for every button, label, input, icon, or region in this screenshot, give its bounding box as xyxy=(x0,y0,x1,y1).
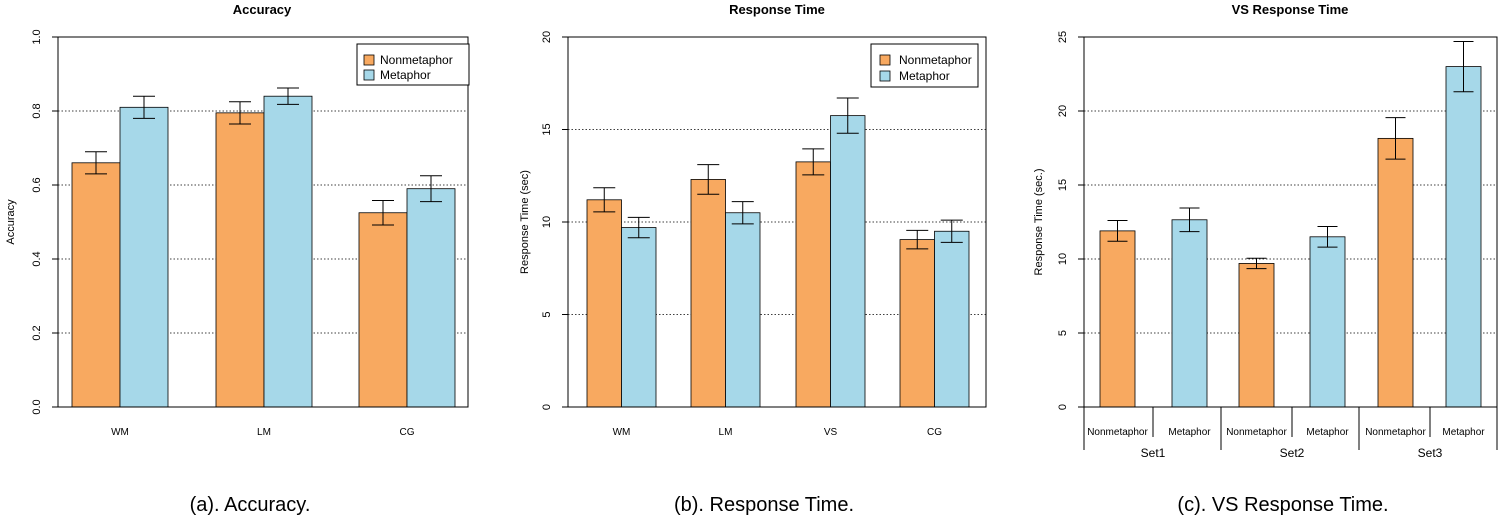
chart-c-ytick-label: 5 xyxy=(1057,330,1069,336)
chart-c-ytick-label: 0 xyxy=(1057,404,1069,410)
chart-b-legend: Nonmetaphor Metaphor xyxy=(870,43,979,88)
chart-b-y-axis: 0 5 10 15 20 xyxy=(541,31,568,410)
chart-c-xtick-set3-nonmetaphor: Nonmetaphor xyxy=(1365,427,1426,438)
chart-a-ytick-label: 0.2 xyxy=(31,325,43,340)
chart-c-ylabel: Response Time (sec.) xyxy=(1033,169,1045,276)
chart-a-legend-swatch-metaphor xyxy=(363,69,375,81)
chart-b-legend-swatch-metaphor xyxy=(879,70,891,82)
chart-a-bars xyxy=(71,87,456,408)
chart-b-xtick-wm: WM xyxy=(613,427,631,438)
chart-a-xtick-wm: WM xyxy=(111,427,129,438)
chart-a-legend-label-nonmetaphor: Nonmetaphor xyxy=(380,53,453,67)
chart-a-ytick-label: 1.0 xyxy=(31,29,43,44)
chart-a-bar-nonmetaphor-wm xyxy=(71,162,121,408)
chart-b-ylabel: Response Time (sec) xyxy=(519,170,531,274)
chart-a-ytick-label: 0.8 xyxy=(31,103,43,118)
chart-b-ytick-label: 5 xyxy=(541,311,553,317)
chart-a-ytick-label: 0.6 xyxy=(31,177,43,192)
chart-b-plot-frame xyxy=(567,36,987,408)
chart-b-caption: (b). Response Time. xyxy=(674,494,854,516)
chart-c-xtick-set1-nonmetaphor: Nonmetaphor xyxy=(1087,427,1148,438)
chart-c-bars xyxy=(1099,40,1482,408)
chart-b-bar-nonmetaphor-vs xyxy=(795,161,831,408)
chart-b-bars xyxy=(586,97,970,408)
chart-a-caption: (a). Accuracy. xyxy=(190,494,311,516)
chart-c-ytick-label: 15 xyxy=(1057,179,1069,191)
chart-b-ytick-label: 0 xyxy=(541,404,553,410)
chart-c-ytick-label: 10 xyxy=(1057,253,1069,265)
chart-b-bar-metaphor-vs xyxy=(830,115,866,408)
chart-accuracy: Accuracy Accuracy 0.0 0.2 0.4 0.6 0.8 1.0 WM L… xyxy=(5,2,470,516)
chart-c-xtick-set3-metaphor: Metaphor xyxy=(1442,427,1485,438)
chart-c-bar-set2-nonmetaphor xyxy=(1238,263,1275,408)
chart-a-y-axis: 0.0 0.2 0.4 0.6 0.8 1.0 xyxy=(31,29,58,415)
chart-b-bar-nonmetaphor-lm xyxy=(690,179,726,408)
chart-a-bar-metaphor-lm xyxy=(263,95,313,408)
chart-c-bar-set1-metaphor xyxy=(1171,219,1208,408)
chart-b-bar-metaphor-lm xyxy=(725,212,761,408)
chart-b-bar-metaphor-cg xyxy=(934,230,970,408)
chart-a-ytick-label: 0.0 xyxy=(31,399,43,414)
chart-c-group-label-set1: Set1 xyxy=(1141,446,1166,460)
chart-b-x-axis: WM LM VS CG xyxy=(613,427,943,438)
chart-c-bar-set3-metaphor xyxy=(1445,66,1482,408)
chart-a-legend-label-metaphor: Metaphor xyxy=(380,68,431,82)
chart-a-bar-metaphor-cg xyxy=(406,188,456,408)
chart-b-ytick-label: 15 xyxy=(541,123,553,135)
chart-a-legend-box xyxy=(356,43,470,86)
chart-c-xtick-set2-nonmetaphor: Nonmetaphor xyxy=(1226,427,1287,438)
chart-a-plot-frame xyxy=(57,36,469,408)
chart-b-xtick-vs: VS xyxy=(824,427,838,438)
chart-b-title: Response Time xyxy=(729,2,825,17)
chart-b-bar-nonmetaphor-wm xyxy=(586,199,622,408)
chart-a-xtick-lm: LM xyxy=(257,427,271,438)
chart-b-legend-label-metaphor: Metaphor xyxy=(899,69,950,83)
chart-a-ylabel: Accuracy xyxy=(5,199,17,245)
chart-c-group-label-set3: Set3 xyxy=(1418,446,1443,460)
chart-c-bar-set1-nonmetaphor xyxy=(1099,230,1136,408)
chart-a-legend: Nonmetaphor Metaphor xyxy=(356,43,470,86)
chart-c-bar-set3-nonmetaphor xyxy=(1377,137,1414,408)
chart-a-legend-swatch-nonmetaphor xyxy=(363,54,375,66)
chart-a-ytick-label: 0.4 xyxy=(31,251,43,266)
chart-c-group-label-set2: Set2 xyxy=(1280,446,1305,460)
chart-b-legend-label-nonmetaphor: Nonmetaphor xyxy=(899,53,972,67)
chart-b-xtick-cg: CG xyxy=(927,427,942,438)
chart-a-bar-nonmetaphor-lm xyxy=(215,112,265,408)
chart-c-xtick-set1-metaphor: Metaphor xyxy=(1168,427,1211,438)
chart-c-ytick-label: 20 xyxy=(1057,105,1069,117)
chart-a-bar-metaphor-wm xyxy=(119,106,169,408)
chart-b-ytick-label: 20 xyxy=(541,31,553,43)
chart-c-xtick-set2-metaphor: Metaphor xyxy=(1306,427,1349,438)
chart-c-ytick-label: 25 xyxy=(1057,31,1069,43)
chart-c-title: VS Response Time xyxy=(1232,2,1349,17)
chart-c-x-axis: Nonmetaphor Metaphor Nonmetaphor Metaphor No… xyxy=(1083,407,1498,460)
chart-response-time: Response Time Response Time (sec) 0 5 10 15… xyxy=(519,2,987,516)
chart-b-ytick-label: 10 xyxy=(541,216,553,228)
chart-b-xtick-lm: LM xyxy=(719,427,733,438)
chart-c-plot-frame xyxy=(1083,36,1498,408)
chart-vs-response-time: VS Response Time Response Time (sec.) 0 5… xyxy=(1033,2,1498,516)
chart-c-y-axis: 0 5 10 15 20 25 xyxy=(1057,31,1084,410)
chart-a-xtick-cg: CG xyxy=(400,427,415,438)
chart-a-x-axis: WM LM CG xyxy=(111,427,415,438)
chart-c-caption: (c). VS Response Time. xyxy=(1177,494,1388,516)
chart-a-title: Accuracy xyxy=(233,2,292,17)
chart-b-legend-swatch-nonmetaphor xyxy=(879,54,891,66)
chart-c-bar-set2-metaphor xyxy=(1309,236,1346,408)
chart-b-bar-metaphor-wm xyxy=(621,227,657,408)
chart-a-bar-nonmetaphor-cg xyxy=(358,212,408,408)
chart-c-grid xyxy=(1084,110,1497,334)
chart-b-bar-nonmetaphor-cg xyxy=(899,239,935,408)
